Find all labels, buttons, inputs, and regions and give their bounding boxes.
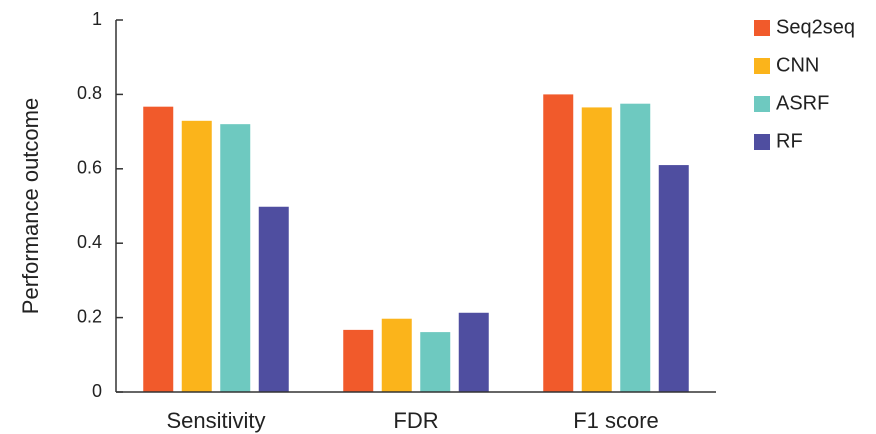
y-tick-label: 0.6 [77,158,102,178]
legend-label: RF [776,130,803,152]
legend-label: ASRF [776,92,829,114]
bar-seq2seq-f1-score [543,94,574,393]
bar-rf-sensitivity [258,206,289,392]
bar-seq2seq-sensitivity [143,106,174,393]
x-category-label: Sensitivity [166,408,265,433]
legend-swatch [754,134,770,150]
y-tick-label: 1 [92,9,102,29]
bar-asrf-fdr [420,332,451,392]
y-tick-label: 0.2 [77,306,102,326]
y-axis-label-group: Performance outcome [18,98,43,314]
bar-cnn-f1-score [581,107,612,393]
legend-swatch [754,20,770,36]
x-category-label: F1 score [573,408,659,433]
legend-swatch [754,96,770,112]
bar-asrf-f1-score [620,103,651,392]
x-axis-category-labels: Sensitivity FDR F1 score [166,408,658,433]
y-axis-ticks: 0 0.2 0.4 0.6 0.8 1 [77,9,123,401]
y-tick-label: 0.4 [77,232,102,252]
bar-seq2seq-fdr [343,329,374,392]
bar-rf-fdr [458,312,489,392]
bar-rf-f1-score [658,165,689,392]
y-tick-label: 0.8 [77,83,102,103]
legend-swatch [754,58,770,74]
y-tick-label: 0 [92,381,102,401]
bars [143,94,689,393]
x-category-label: FDR [393,408,438,433]
bar-cnn-fdr [381,318,412,392]
bar-asrf-sensitivity [220,124,251,392]
legend-label: CNN [776,54,819,76]
y-axis-label: Performance outcome [18,98,43,314]
bar-cnn-sensitivity [181,120,212,392]
axes [115,20,716,393]
legend-label: Seq2seq [776,16,855,38]
legend: Seq2seq CNN ASRF RF [754,16,855,152]
